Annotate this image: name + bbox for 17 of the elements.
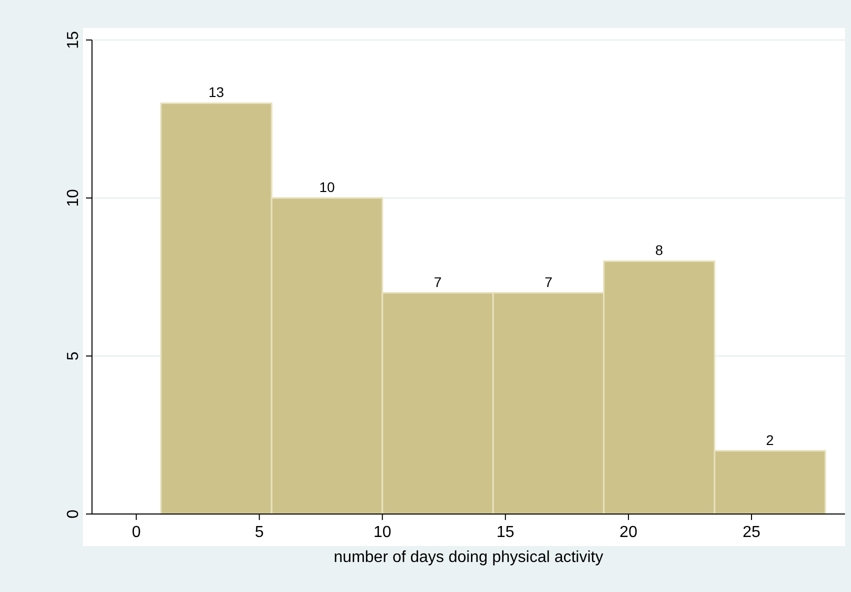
data-label: 13 xyxy=(208,84,224,100)
data-label: 7 xyxy=(434,274,442,290)
x-tick-label: 20 xyxy=(620,524,638,541)
data-label: 7 xyxy=(544,274,553,290)
y-tick-label: 10 xyxy=(65,189,82,207)
x-axis-title: number of days doing physical activity xyxy=(334,549,604,566)
y-tick-label: 5 xyxy=(65,351,82,360)
y-tick-label: 15 xyxy=(65,31,82,49)
x-tick-label: 0 xyxy=(132,524,141,541)
x-tick-label: 25 xyxy=(742,524,760,541)
data-label: 8 xyxy=(655,242,664,258)
x-tick-label: 5 xyxy=(254,524,264,541)
x-tick-label: 15 xyxy=(496,524,514,541)
data-label: 2 xyxy=(766,432,774,448)
y-tick-label: 0 xyxy=(65,509,82,518)
data-label: 10 xyxy=(319,179,335,195)
x-tick-label: 10 xyxy=(373,524,392,541)
